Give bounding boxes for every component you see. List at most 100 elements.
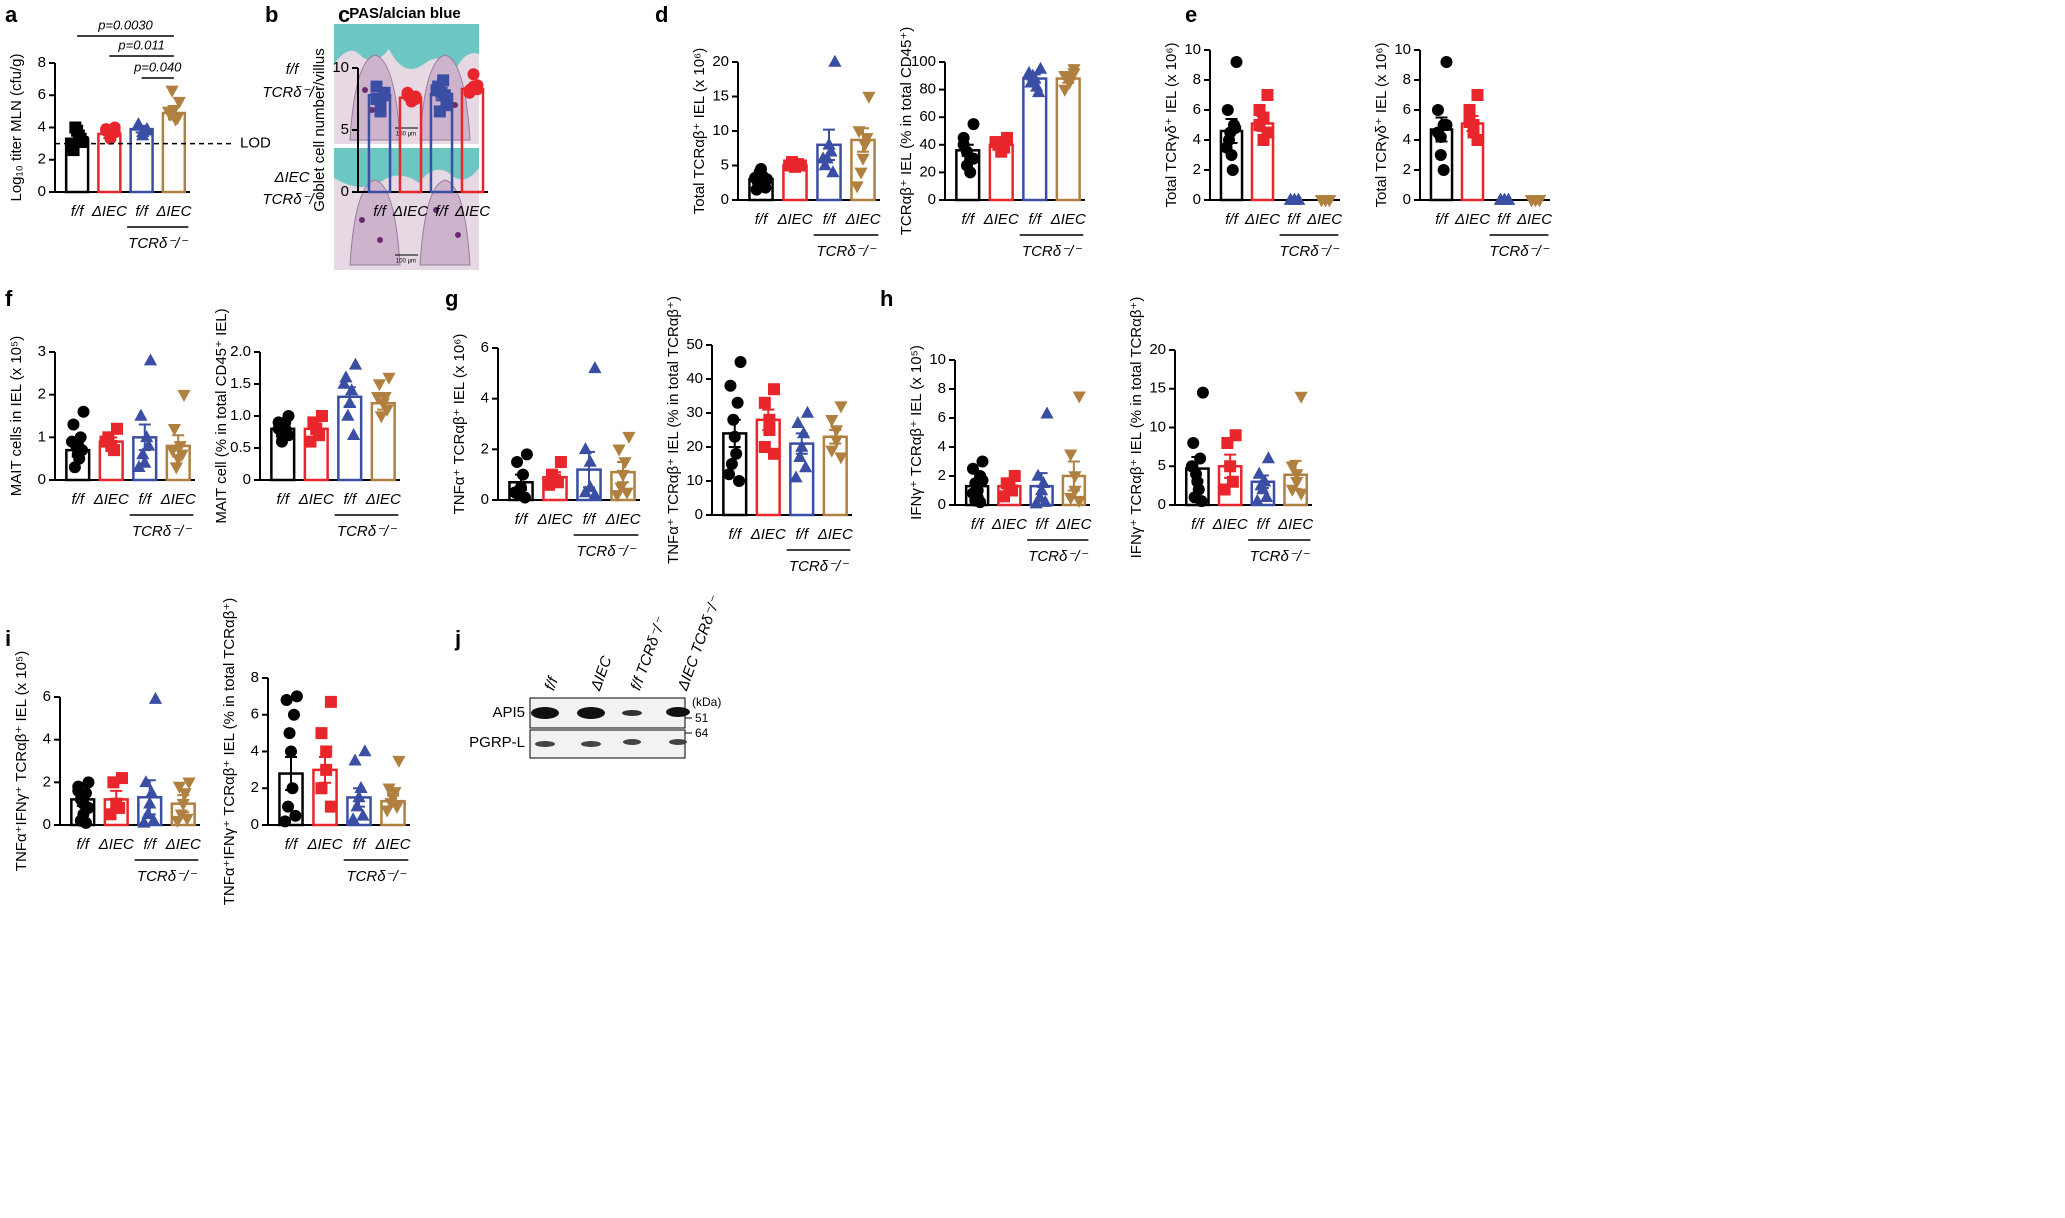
x-tick-label: ΔIEC [392,203,428,220]
data-point [172,781,187,794]
data-point [136,447,150,460]
x-tick-label: f/f [71,203,85,220]
data-point [1195,495,1208,508]
data-point [727,413,740,426]
y-tick-label: 2 [38,151,46,168]
data-point [998,490,1011,503]
y-tick-label: 6 [481,339,489,356]
data-point [1431,126,1444,139]
data-point [1196,386,1209,399]
y-tick-label: 60 [919,108,936,125]
data-point [172,96,186,109]
data-point [1029,496,1043,509]
data-point [348,357,363,370]
y-tick-label: 30 [686,404,703,421]
y-tick-label: 4 [43,731,51,748]
y-tick-label: 0 [251,816,259,833]
data-point [793,450,807,462]
data-point [1067,68,1081,81]
data-point [324,695,337,708]
data-point [409,90,422,103]
y-tick-label: 20 [712,53,729,70]
data-point [1038,494,1052,507]
data-point [1035,483,1049,496]
y-axis-label: IFNγ⁺ TCRαβ⁺ IEL (x 10⁵) [908,345,925,520]
x-tick-label: ΔIEC [1454,211,1490,228]
data-point [131,117,146,130]
row-label: TCRδ⁻/⁻ [262,191,322,208]
data-point [356,808,370,821]
y-tick-label: 4 [1403,131,1411,148]
data-point [1437,164,1450,176]
data-point [99,435,112,448]
x-tick-label: f/f [285,836,299,853]
data-point [178,788,192,801]
group-label: TCRδ⁻/⁻ [816,243,876,260]
data-point [1261,126,1274,139]
x-tick-label: f/f [1035,516,1049,533]
data-point [1431,104,1444,116]
data-point [65,435,78,448]
blot [529,697,692,759]
data-point [82,801,95,814]
panel-letter: i [5,626,11,651]
data-point [588,361,602,374]
x-tick-label: f/f [583,511,597,528]
data-point [1290,476,1304,489]
panel-letter: a [5,2,18,27]
y-axis-label: Goblet cell number/villus [311,48,328,211]
data-point [320,745,333,758]
p-value: p=0.011 [117,37,164,52]
x-tick-label: ΔIEC [1244,211,1280,228]
data-point [372,379,387,392]
data-point [1068,471,1082,484]
y-tick-label: 1 [38,428,46,445]
data-point [177,389,191,402]
data-point [140,123,154,136]
panel-title: PAS/alcian blue [349,5,460,22]
data-point [1463,104,1476,116]
data-point [789,470,803,483]
data-point [352,790,366,803]
data-point [283,727,296,740]
data-point [1185,460,1198,473]
data-point [1033,61,1048,74]
data-point [320,763,333,776]
data-point [69,121,82,134]
data-point [104,808,117,821]
y-tick-label: 10 [1394,41,1411,58]
group-label: TCRδ⁻/⁻ [128,235,188,252]
data-point [65,139,78,152]
data-point [768,447,781,460]
data-point [834,401,848,414]
y-tick-label: 1.5 [230,375,251,392]
data-point [282,429,295,442]
y-tick-label: 0 [43,816,51,833]
data-point [346,428,361,440]
data-point [588,487,602,500]
x-tick-label: f/f [135,203,149,220]
data-point [1022,65,1036,78]
data-point [173,441,187,454]
data-point [345,383,359,396]
data-point [1187,437,1200,449]
data-point [1434,149,1447,161]
y-tick-label: 6 [1193,101,1201,118]
data-point [280,694,293,707]
data-point [1532,195,1547,208]
y-tick-label: 0 [928,191,936,208]
data-point [390,801,404,814]
data-point [620,487,634,500]
group-label: TCRδ⁻/⁻ [337,523,397,540]
panel-letter: d [655,2,668,27]
data-point [610,490,624,503]
x-tick-label: ΔIEC [160,491,196,508]
lane-label: ΔIEC TCRδ⁻/⁻ [674,593,724,693]
data-point [1463,116,1476,128]
y-tick-label: 3 [38,343,46,360]
data-point [382,783,396,796]
x-tick-label: f/f [728,526,742,543]
data-point [315,727,328,740]
data-point [763,413,776,426]
y-axis-label: Total TCRγδ⁺ IEL (x 10⁶) [1163,43,1180,208]
